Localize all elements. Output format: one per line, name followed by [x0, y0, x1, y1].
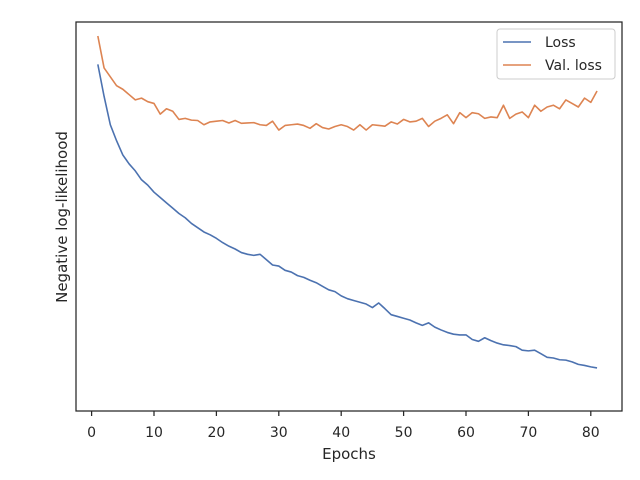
x-tick-label: 80	[582, 425, 600, 441]
legend-label-val-loss: Val. loss	[545, 58, 602, 74]
x-tick-label: 10	[145, 425, 163, 441]
x-tick-label: 0	[87, 425, 96, 441]
x-tick-label: 50	[395, 425, 413, 441]
series-line-val-loss	[97, 35, 598, 131]
plot-frame	[75, 21, 623, 412]
plot-background	[76, 22, 622, 411]
x-axis: 0 10 20 30 40 50 60 70 80	[87, 411, 600, 441]
y-axis-label: Negative log-likelihood	[53, 131, 71, 303]
x-tick-label: 60	[457, 425, 475, 441]
x-tick-label: 30	[270, 425, 288, 441]
x-tick-label: 70	[519, 425, 537, 441]
x-tick-label: 40	[332, 425, 350, 441]
series-line-loss	[97, 64, 598, 369]
series-layer	[97, 35, 598, 369]
legend-label-loss: Loss	[545, 35, 576, 51]
x-axis-label: Epochs	[322, 445, 376, 463]
legend: Loss Val. loss	[496, 28, 616, 80]
x-tick-label: 20	[207, 425, 225, 441]
